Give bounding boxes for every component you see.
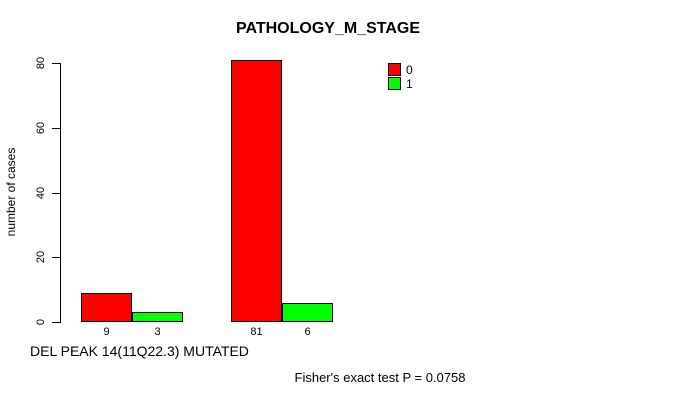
legend-item-1: 1 xyxy=(388,77,413,90)
bar-series1-group1 xyxy=(132,312,183,322)
y-axis-tick-label: 20 xyxy=(35,250,47,264)
bar-value-label: 3 xyxy=(154,326,161,338)
y-axis-tick-label: 60 xyxy=(35,121,47,135)
y-axis-title: number of cases xyxy=(4,147,18,237)
legend-item-0: 0 xyxy=(388,63,413,76)
y-axis-tick-60 xyxy=(52,128,60,129)
bar-value-label: 81 xyxy=(250,326,263,338)
y-axis-tick-label: 80 xyxy=(35,56,47,70)
y-axis-tick-label: 40 xyxy=(35,186,47,200)
bar-value-label: 6 xyxy=(304,326,311,338)
legend-label-0: 0 xyxy=(406,62,413,77)
legend: 0 1 xyxy=(388,63,413,90)
chart-title: PATHOLOGY_M_STAGE xyxy=(235,20,421,37)
bar-series1-group2 xyxy=(282,303,333,322)
y-axis-tick-40 xyxy=(52,193,60,194)
bar-series0-group1 xyxy=(81,293,132,322)
y-axis-tick-label: 0 xyxy=(35,318,47,326)
fisher-test-annotation: Fisher's exact test P = 0.0758 xyxy=(294,370,466,385)
x-axis-title: DEL PEAK 14(11Q22.3) MUTATED xyxy=(30,343,249,359)
y-axis-tick-0 xyxy=(52,322,60,323)
bar-series0-group2 xyxy=(231,60,282,322)
legend-label-1: 1 xyxy=(406,76,413,91)
bar-value-label: 9 xyxy=(103,326,110,338)
y-axis-line xyxy=(60,63,61,323)
y-axis-tick-20 xyxy=(52,257,60,258)
y-axis-tick-80 xyxy=(52,63,60,64)
legend-swatch-red xyxy=(388,63,401,76)
legend-swatch-green xyxy=(388,77,401,90)
